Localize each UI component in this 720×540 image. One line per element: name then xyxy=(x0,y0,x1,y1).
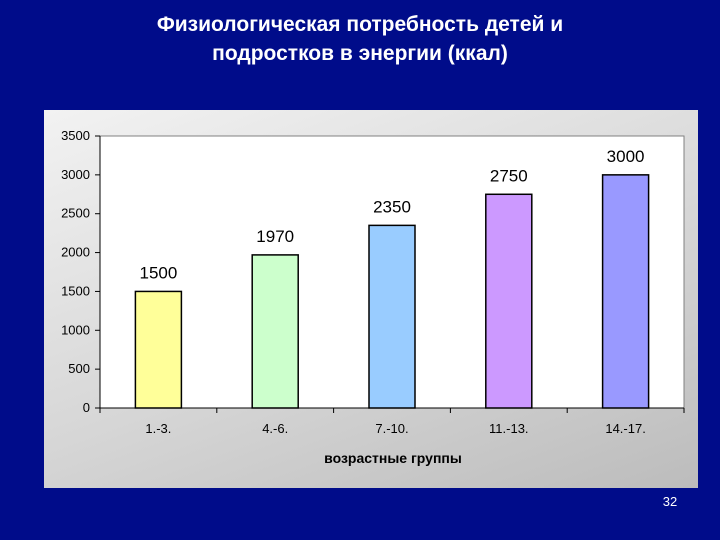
y-tick-label: 1500 xyxy=(61,283,90,298)
y-tick-label: 0 xyxy=(83,400,90,415)
x-tick-label: 4.-6. xyxy=(262,421,288,436)
bar xyxy=(485,193,533,409)
bar xyxy=(134,290,183,409)
slide-title: Физиологическая потребность детей и подр… xyxy=(0,10,720,68)
data-label: 3000 xyxy=(607,147,645,166)
bars: 1500 1970 2350 2750 3000 xyxy=(134,147,650,409)
data-label: 2750 xyxy=(490,166,528,185)
y-tick-label: 500 xyxy=(68,361,90,376)
slide-title-line-2: подростков в энергии (ккал) xyxy=(212,42,508,65)
y-tick-label: 2500 xyxy=(61,206,90,221)
x-tick-label: 11.-13. xyxy=(489,421,529,436)
x-tick-label: 7.-10. xyxy=(375,421,408,436)
y-tick-label: 3000 xyxy=(61,167,90,182)
page-number: 32 xyxy=(662,494,678,509)
x-axis-title: возрастные группы xyxy=(324,450,462,466)
x-tick-label: 1.-3. xyxy=(145,421,171,436)
x-tick-label: 14.-17. xyxy=(605,421,645,436)
y-tick-label: 2000 xyxy=(61,245,90,260)
y-tick-label: 3500 xyxy=(61,128,90,143)
bar xyxy=(368,224,416,409)
slide-title-line-1: Физиологическая потребность детей и xyxy=(156,13,564,36)
data-label: 2350 xyxy=(373,197,411,216)
data-label: 1970 xyxy=(256,227,294,246)
bar xyxy=(251,254,299,409)
bar-chart: 0 500 1000 1500 2000 2500 3000 3500 1500 1970 235… xyxy=(61,128,685,466)
data-label: 1500 xyxy=(139,263,177,282)
chart-area: 0 500 1000 1500 2000 2500 3000 3500 1500 1970 235… xyxy=(44,110,698,488)
x-axis: 1.-3. 4.-6. 7.-10. 11.-13. 14.-17. xyxy=(99,407,685,436)
y-tick-label: 1000 xyxy=(61,322,90,337)
bar xyxy=(601,174,650,409)
